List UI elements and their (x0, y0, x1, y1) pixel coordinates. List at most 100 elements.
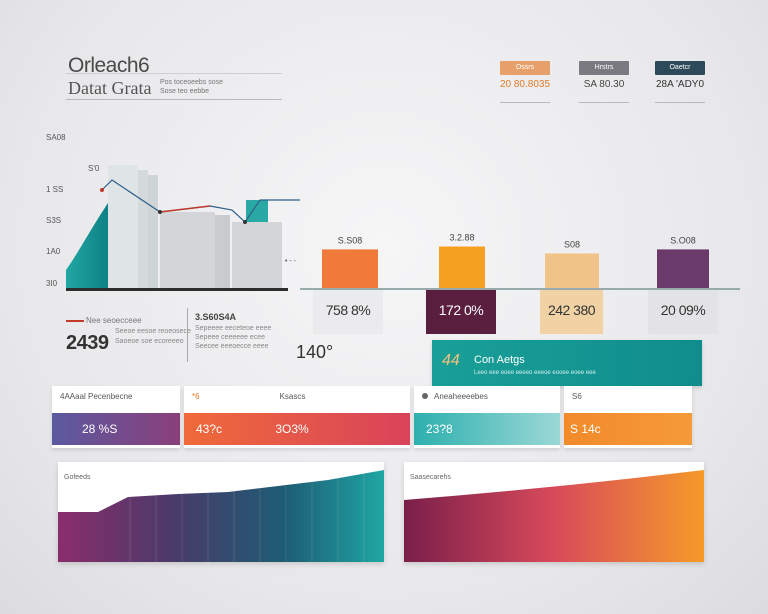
kpi-rule-3 (655, 102, 705, 103)
bottom-panel-1-label: Gofeeds (64, 474, 91, 481)
kpi-value-2: SA 80.30 (583, 79, 625, 90)
left-stat-value: 2439 (66, 332, 109, 354)
area-baseline (66, 288, 288, 291)
mid-stat-desc-line3: Seecee eeeoecce eeee (195, 343, 269, 350)
bottom-panel-1: Gofeeds (58, 462, 384, 562)
card-2-header: *6 Ksascs (184, 386, 410, 408)
y-tick-4: 1A0 (46, 247, 61, 256)
card-2-band: 43?c 3O3% (184, 413, 410, 445)
kpi-rule-1 (500, 102, 550, 103)
card-4-label: S6 (572, 392, 582, 401)
peak-label: S'0 (88, 164, 100, 173)
y-tick-5: 3I0 (46, 279, 58, 288)
card-1: 4AAaal Pecenbecne 28 %S (52, 386, 180, 448)
card-1-label: 4AAaal Pecenbecne (60, 392, 133, 401)
trend-point-1 (100, 188, 104, 192)
bottom-panel-1-area (58, 470, 384, 562)
kpi-value-1: 20 80.8035 (499, 79, 551, 90)
mid-stat-value: 140° (296, 342, 334, 362)
teal-area (66, 200, 110, 288)
category-label-3: 242 380 (547, 302, 596, 318)
bar-value-label-3: S08 (564, 239, 580, 249)
y-tick-2: 1 SS (46, 185, 64, 194)
teal-banner-number: 44 (442, 352, 460, 369)
area-chart: • - - S'0 (66, 164, 300, 288)
white-column-2 (138, 170, 148, 288)
bottom-panel-2: Saasecarehs (404, 462, 704, 562)
category-box-4: 20 09% (648, 290, 718, 334)
trend-point-2 (158, 210, 162, 214)
bar-baseline (300, 288, 740, 290)
teal-block (246, 200, 268, 222)
card-3-value: 23?8 (426, 422, 453, 436)
mid-stat-caption: 3.S60S4A (195, 312, 237, 322)
page-subtitle: Datat Grata (68, 78, 152, 98)
card-2-value2: 3O3% (275, 422, 309, 436)
card-1-value: 28 %S (82, 422, 118, 436)
left-stat-desc-line1: Seeoe eesoe reoeosece (115, 328, 191, 335)
card-3-dot-icon (422, 393, 428, 399)
white-column-1 (108, 165, 138, 288)
header-note-line2: Sose teo eebbe (160, 88, 210, 95)
kpi-tag-1: Ossrs (500, 61, 550, 75)
area-arrow: • - - (285, 258, 297, 265)
left-stat-desc-line2: Saoeoe soe ecoreeeo (115, 338, 184, 345)
gray-column-1 (160, 212, 215, 288)
bar-value-label-4: S.O08 (670, 235, 696, 245)
left-stat-desc: Seeoe eesoe reoeosece Saoeoe soe ecoreee… (115, 327, 191, 347)
bar-2 (439, 246, 485, 288)
stat-divider (187, 308, 188, 362)
trend-point-3 (243, 220, 247, 224)
y-tick-1: SA08 (46, 133, 66, 142)
category-label-1: 758 8% (325, 302, 371, 318)
bottom-panel-2-chart (404, 470, 704, 562)
card-2-value: 43?c (196, 422, 223, 436)
mid-stat-desc-line1: Sepeeee eeceteoe eeee (195, 325, 272, 332)
header-top-rule (66, 73, 282, 74)
gray-column-3 (232, 222, 282, 288)
card-3-band: 23?8 (414, 413, 560, 445)
bottom-panel-1-chart (58, 470, 384, 562)
bottom-panel-2-area (404, 470, 704, 562)
kpi-value-3: 28A 'ADY0 (655, 79, 705, 90)
left-stat-accent (66, 320, 84, 322)
bottom-panel-2-label: Saasecarehs (410, 474, 451, 481)
header-rule (66, 99, 282, 100)
category-label-2: 172 0% (438, 302, 484, 318)
card-4: S6 S 14c (564, 386, 692, 448)
header-note-line1: Pos toceoeebs sose (160, 79, 224, 86)
card-3: Aneaheeeebes 23?8 (414, 386, 560, 448)
teal-banner-sub: Leeo eee eoee eeeeo eeeoe eooee eoee eee (474, 370, 596, 376)
white-column-3 (148, 175, 158, 288)
kpi-tag-3: Oaetcr (655, 61, 705, 75)
category-box-2: 172 0% (426, 290, 496, 334)
card-2: *6 Ksascs 43?c 3O3% (184, 386, 410, 448)
kpi-rule-2 (579, 102, 629, 103)
bar-1 (322, 249, 378, 288)
kpi-tag-2: Hrstrs (579, 61, 629, 75)
card-2-label: Ksascs (279, 392, 306, 401)
header-note: Pos toceoeebs sose Sose teo eebbe (160, 78, 230, 96)
category-label-4: 20 09% (660, 302, 706, 318)
trend-line-red (159, 205, 211, 213)
bar-3 (545, 253, 599, 288)
teal-banner: 44 Con Aetgs Leeo eee eoee eeeeo eeeoe e… (432, 340, 702, 386)
y-tick-3: S3S (46, 216, 62, 225)
category-box-3: 242 380 (540, 290, 603, 334)
card-2-mark: *6 (192, 392, 200, 401)
bottom-panel-1-grid (129, 474, 365, 562)
left-stat-caption: Nee seoecceee (86, 316, 142, 325)
bar-value-label-1: S.S08 (338, 235, 363, 245)
bar-4 (657, 249, 709, 288)
teal-banner-label: Con Aetgs (474, 354, 525, 366)
card-4-band: S 14c (564, 413, 692, 445)
mid-stat-desc: Sepeeee eeceteoe eeee Sepeee ceeeeee ece… (195, 324, 271, 351)
page-title: Orleach6 (68, 54, 150, 77)
bar-value-label-2: 3.2.88 (449, 233, 474, 243)
trend-line (101, 179, 300, 223)
card-4-value: S 14c (570, 422, 601, 436)
card-3-label: Aneaheeeebes (434, 392, 488, 401)
card-3-header: Aneaheeeebes (414, 386, 560, 408)
card-1-band: 28 %S (52, 413, 180, 445)
gray-column-2 (215, 215, 230, 288)
